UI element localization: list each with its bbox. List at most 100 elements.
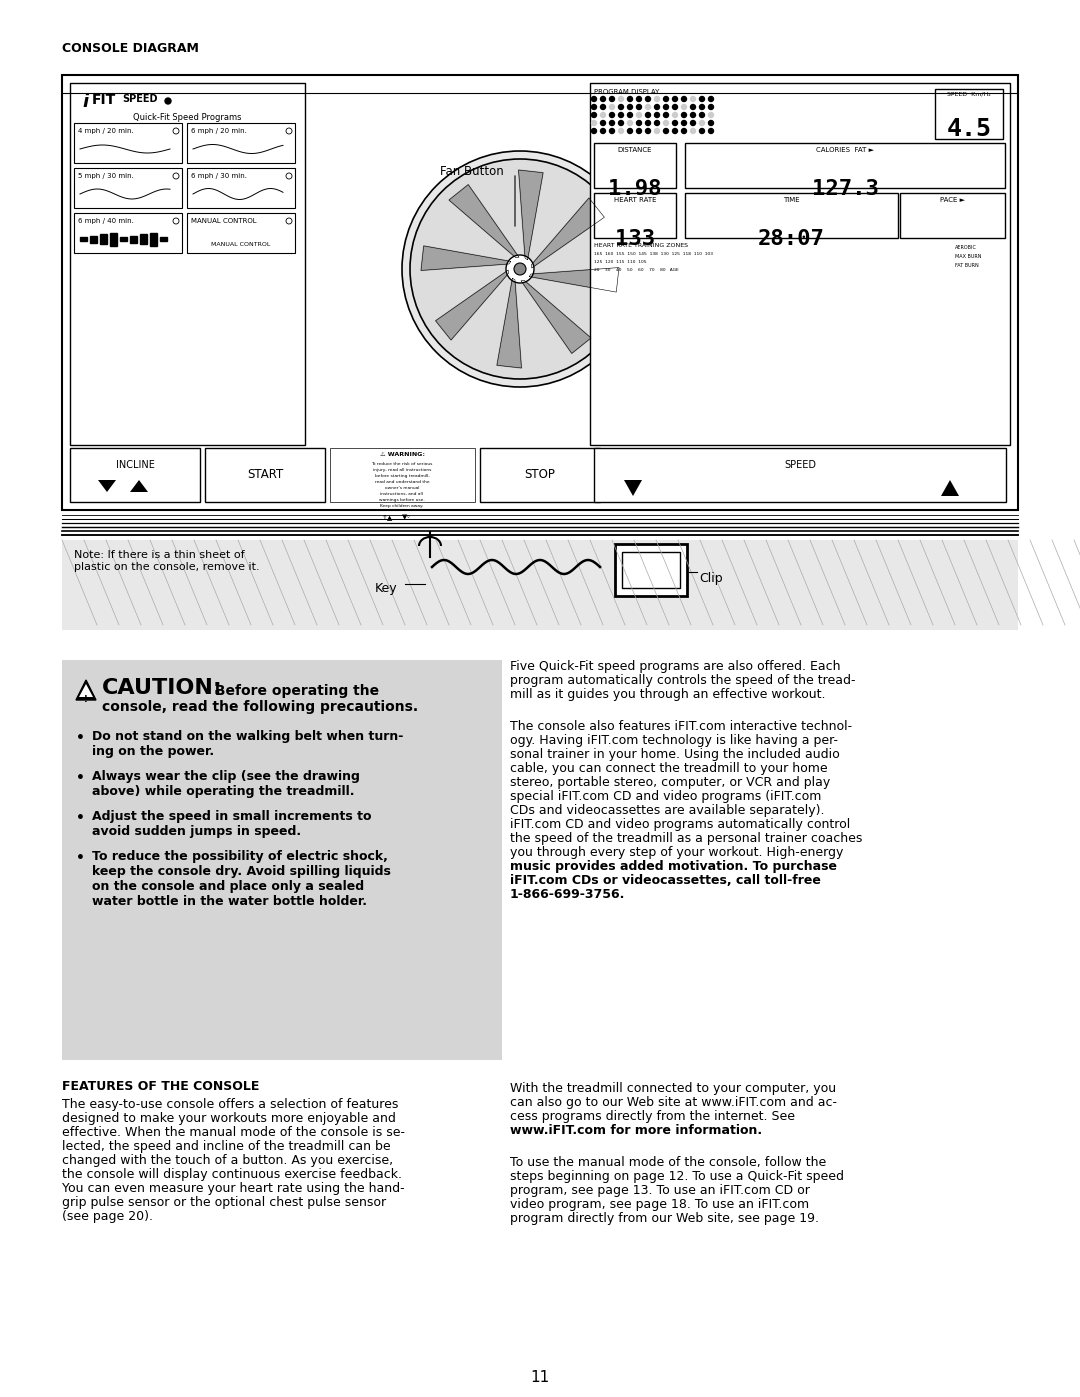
Text: special iFIT.com CD and video programs (iFIT.com: special iFIT.com CD and video programs (…	[510, 789, 822, 803]
Circle shape	[690, 105, 696, 109]
Text: PROGRAM DISPLAY: PROGRAM DISPLAY	[594, 89, 660, 95]
Polygon shape	[130, 481, 148, 492]
Text: avoid sudden jumps in speed.: avoid sudden jumps in speed.	[92, 826, 301, 838]
Text: 4 mph / 20 min.: 4 mph / 20 min.	[78, 129, 134, 134]
Bar	[120, 237, 127, 242]
Bar	[935, 89, 1003, 138]
Text: ing on the power.: ing on the power.	[92, 745, 214, 759]
Bar	[160, 237, 167, 242]
Text: program directly from our Web site, see page 19.: program directly from our Web site, see …	[510, 1213, 819, 1225]
Circle shape	[673, 96, 677, 102]
Circle shape	[619, 105, 623, 109]
Bar	[62, 541, 1018, 630]
Circle shape	[654, 113, 660, 117]
Circle shape	[627, 96, 633, 102]
Circle shape	[619, 129, 623, 134]
Text: the speed of the treadmill as a personal trainer coaches: the speed of the treadmill as a personal…	[510, 833, 862, 845]
Text: on the console and place only a sealed: on the console and place only a sealed	[92, 880, 364, 893]
Bar	[130, 236, 137, 243]
Text: console, read the following precautions.: console, read the following precautions.	[102, 700, 418, 714]
Text: MANUAL CONTROL: MANUAL CONTROL	[212, 242, 271, 246]
Text: START: START	[247, 468, 283, 482]
Circle shape	[673, 113, 677, 117]
Text: stereo, portable stereo, computer, or VCR and play: stereo, portable stereo, computer, or VC…	[510, 775, 831, 789]
Polygon shape	[76, 680, 96, 700]
Text: Key: Key	[375, 583, 397, 595]
Bar	[70, 82, 305, 446]
Circle shape	[663, 129, 669, 134]
Circle shape	[663, 113, 669, 117]
Text: effective. When the manual mode of the console is se-: effective. When the manual mode of the c…	[62, 1126, 405, 1139]
Circle shape	[609, 129, 615, 134]
Bar	[594, 193, 676, 237]
Bar	[685, 193, 897, 237]
Polygon shape	[529, 268, 619, 292]
Circle shape	[690, 113, 696, 117]
Text: •: •	[76, 851, 85, 865]
Text: grip pulse sensor or the optional chest pulse sensor: grip pulse sensor or the optional chest …	[62, 1196, 387, 1208]
Text: above) while operating the treadmill.: above) while operating the treadmill.	[92, 785, 354, 798]
Circle shape	[654, 129, 660, 134]
Text: injury, read all instructions: injury, read all instructions	[373, 468, 431, 472]
Bar	[75, 123, 183, 163]
Text: 6 mph / 20 min.: 6 mph / 20 min.	[191, 129, 247, 134]
Text: read and understand the: read and understand the	[375, 481, 430, 483]
Polygon shape	[435, 270, 509, 339]
Text: www.iFIT.com for more information.: www.iFIT.com for more information.	[510, 1125, 762, 1137]
Text: Fan Button: Fan Button	[440, 165, 503, 177]
Circle shape	[646, 113, 650, 117]
Text: cable, you can connect the treadmill to your home: cable, you can connect the treadmill to …	[510, 761, 827, 775]
Circle shape	[690, 96, 696, 102]
Circle shape	[600, 113, 606, 117]
Text: CONSOLE DIAGRAM: CONSOLE DIAGRAM	[62, 42, 199, 54]
Circle shape	[646, 105, 650, 109]
Circle shape	[700, 96, 704, 102]
Text: CAUTION:: CAUTION:	[102, 678, 222, 698]
Bar	[900, 193, 1005, 237]
Bar	[80, 237, 87, 242]
Bar	[90, 236, 97, 243]
Bar	[62, 659, 502, 1060]
Text: i: i	[82, 94, 89, 110]
Text: HEART RATE: HEART RATE	[613, 197, 657, 203]
Circle shape	[173, 173, 179, 179]
Text: ⚠ WARNING:: ⚠ WARNING:	[379, 453, 424, 457]
Text: 133: 133	[615, 229, 656, 249]
Circle shape	[600, 96, 606, 102]
Circle shape	[627, 120, 633, 126]
Circle shape	[592, 96, 596, 102]
Text: 20    30    40    50    60    70    80   AGE: 20 30 40 50 60 70 80 AGE	[594, 268, 678, 272]
Circle shape	[165, 98, 171, 103]
Text: SPEED: SPEED	[784, 460, 816, 469]
Text: program automatically controls the speed of the tread-: program automatically controls the speed…	[510, 673, 855, 687]
Circle shape	[663, 120, 669, 126]
Circle shape	[636, 96, 642, 102]
Bar	[62, 75, 1018, 510]
Text: the console will display continuous exercise feedback.: the console will display continuous exer…	[62, 1168, 402, 1180]
Text: mill as it guides you through an effective workout.: mill as it guides you through an effecti…	[510, 687, 825, 701]
Text: 1.98: 1.98	[608, 179, 662, 198]
Text: •: •	[76, 771, 85, 785]
Polygon shape	[531, 198, 605, 268]
Bar	[140, 235, 147, 244]
Text: 6 mph / 40 min.: 6 mph / 40 min.	[78, 218, 134, 224]
Text: instructions, and all: instructions, and all	[380, 492, 423, 496]
Circle shape	[636, 113, 642, 117]
Text: PACE ►: PACE ►	[940, 197, 964, 203]
Circle shape	[286, 218, 292, 224]
Circle shape	[663, 96, 669, 102]
Text: Quick-Fit Speed Programs: Quick-Fit Speed Programs	[133, 113, 241, 122]
Text: before starting treadmill,: before starting treadmill,	[375, 474, 430, 478]
Circle shape	[609, 105, 615, 109]
Circle shape	[681, 120, 687, 126]
Polygon shape	[941, 481, 959, 496]
Text: Five Quick-Fit speed programs are also offered. Each: Five Quick-Fit speed programs are also o…	[510, 659, 840, 673]
Text: The easy-to-use console offers a selection of features: The easy-to-use console offers a selecti…	[62, 1098, 399, 1111]
Text: Before operating the: Before operating the	[210, 685, 379, 698]
Circle shape	[627, 129, 633, 134]
Text: 125  120  115  110  105: 125 120 115 110 105	[594, 260, 647, 264]
Circle shape	[681, 129, 687, 134]
Circle shape	[173, 129, 179, 134]
Text: HEART RATE TRAINING ZONES: HEART RATE TRAINING ZONES	[594, 243, 688, 249]
Text: Clip: Clip	[699, 571, 723, 585]
